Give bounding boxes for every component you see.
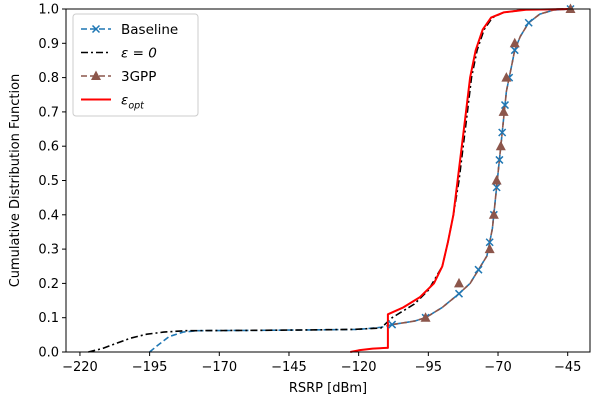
series-0-marker xyxy=(474,265,483,274)
series-0-marker xyxy=(454,289,464,298)
legend: Baseline ε = 0 3GPP εopt xyxy=(72,13,199,117)
series-0-marker xyxy=(498,128,507,137)
x-tick-label: −145 xyxy=(271,360,307,375)
x-tick-label: −45 xyxy=(554,360,581,375)
series-0-marker-stroke-b xyxy=(500,101,510,110)
x-tick-label: −170 xyxy=(201,360,237,375)
series-line-3 xyxy=(350,8,571,353)
x-tick-label: −95 xyxy=(415,360,442,375)
y-tick-label: 0.7 xyxy=(38,105,59,120)
series-0-marker-stroke-b xyxy=(510,46,519,55)
legend-label: ε = 0 xyxy=(121,46,157,62)
series-2-marker xyxy=(565,3,576,13)
y-tick-label: 0.1 xyxy=(38,311,59,326)
y-tick-label: 1.0 xyxy=(38,3,59,18)
series-2-marker xyxy=(509,37,520,48)
legend-marker-stroke-b xyxy=(91,24,101,34)
series-0-marker xyxy=(510,46,519,55)
series-0-marker-stroke-b xyxy=(524,18,533,27)
legend-label: Baseline xyxy=(121,22,178,38)
series-2-marker xyxy=(498,106,509,116)
series-0-marker-stroke-b xyxy=(388,320,397,329)
x-tick-label: −195 xyxy=(132,360,168,375)
y-tick-label: 0.5 xyxy=(38,174,59,189)
series-0-marker xyxy=(485,238,494,247)
legend-label: εopt xyxy=(121,93,145,112)
series-0-marker-stroke-b xyxy=(474,265,483,274)
series-0-marker xyxy=(524,18,533,27)
series-2-marker xyxy=(420,312,431,322)
x-tick-label: −120 xyxy=(341,360,377,375)
y-tick-label: 0.2 xyxy=(38,277,59,292)
series-0-marker xyxy=(492,183,501,192)
series-0-marker xyxy=(388,320,397,329)
series-2-marker xyxy=(491,175,502,185)
x-axis-ticks: −220 −195 −170 −145 −120 −95 −70 −45 xyxy=(62,352,581,375)
series-2-marker xyxy=(484,243,495,254)
y-tick-label: 0.3 xyxy=(38,243,59,258)
y-tick-label: 0.6 xyxy=(38,140,59,155)
series-0-marker-stroke-b xyxy=(485,238,494,247)
plot-markers xyxy=(388,3,576,329)
series-0-marker-stroke-b xyxy=(492,183,501,192)
y-tick-label: 0.0 xyxy=(38,346,59,361)
series-0-marker-stroke-b xyxy=(454,289,464,298)
series-2-marker xyxy=(488,209,499,219)
y-tick-label: 0.9 xyxy=(38,37,59,52)
series-0-marker xyxy=(500,101,510,110)
x-tick-label: −220 xyxy=(62,360,98,375)
legend-marker xyxy=(91,70,101,80)
legend-label: 3GPP xyxy=(121,69,156,85)
y-tick-label: 0.4 xyxy=(38,208,59,223)
series-2-marker xyxy=(454,277,464,288)
series-0-marker-stroke-b xyxy=(495,155,504,164)
series-0-marker-stroke-b xyxy=(498,128,507,137)
series-2-marker xyxy=(501,72,512,82)
x-tick-label: −70 xyxy=(484,360,511,375)
series-line-0 xyxy=(149,8,571,353)
y-tick-label: 0.8 xyxy=(38,71,59,86)
y-axis-ticks: 0.0 0.1 0.2 0.3 0.4 0.5 0.6 0.7 0.8 0.9 1.0 xyxy=(38,3,66,361)
series-2-marker xyxy=(495,140,506,151)
y-axis-label: Cumulative Distribution Function xyxy=(8,74,23,288)
series-line-2 xyxy=(391,8,571,326)
x-axis-label: RSRP [dBm] xyxy=(289,381,367,396)
legend-marker xyxy=(91,24,101,34)
series-0-marker xyxy=(495,155,504,164)
legend-box xyxy=(72,13,199,117)
